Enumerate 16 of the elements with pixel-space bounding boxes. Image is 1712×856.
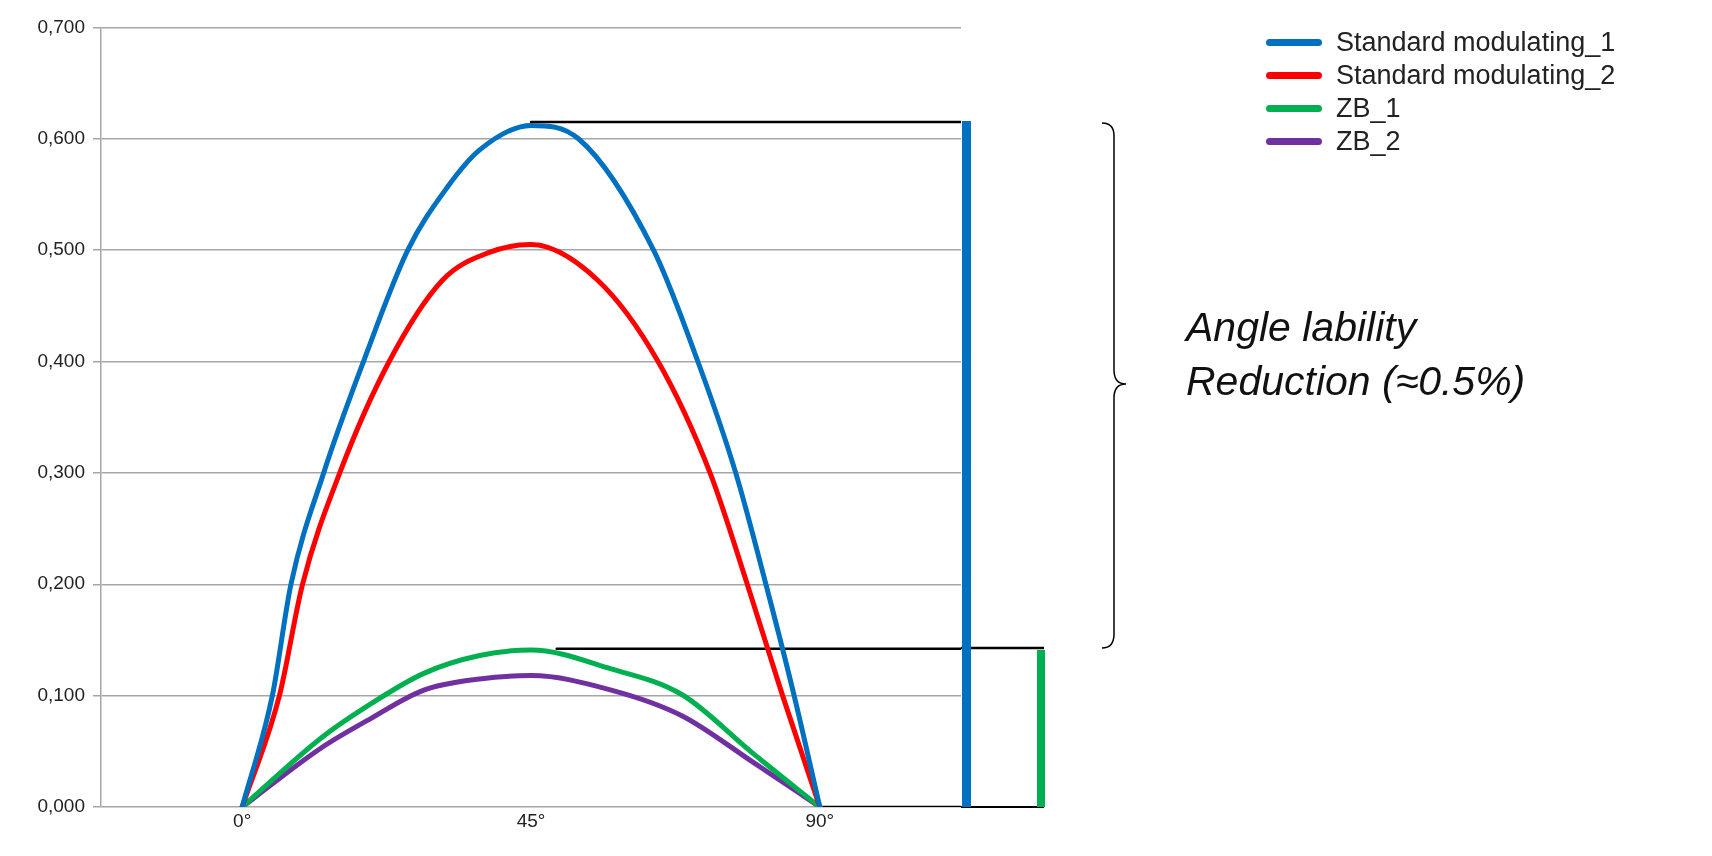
- legend-label: Standard modulating_1: [1336, 27, 1616, 58]
- y-tick-label: 0,100: [37, 683, 85, 705]
- legend-label: Standard modulating_2: [1336, 60, 1616, 91]
- y-tick-label: 0,700: [37, 15, 85, 37]
- y-tick-label: 0,600: [37, 127, 85, 149]
- y-tick-label: 0,200: [37, 572, 85, 594]
- text: Angle lability Reduction (≈0.5%): [1186, 303, 1526, 406]
- x-tick-label: 0°: [233, 809, 252, 831]
- y-tick-label: 0,300: [37, 461, 85, 483]
- x-tick-label: 90°: [805, 809, 835, 831]
- x-tick-label: 45°: [516, 809, 546, 831]
- y-tick-label: 0,500: [37, 238, 85, 260]
- y-tick-label: 0,400: [37, 349, 85, 371]
- y-tick-label: 0,000: [37, 795, 85, 817]
- legend-label: ZB_2: [1336, 126, 1401, 157]
- legend-label: ZB_1: [1336, 93, 1401, 124]
